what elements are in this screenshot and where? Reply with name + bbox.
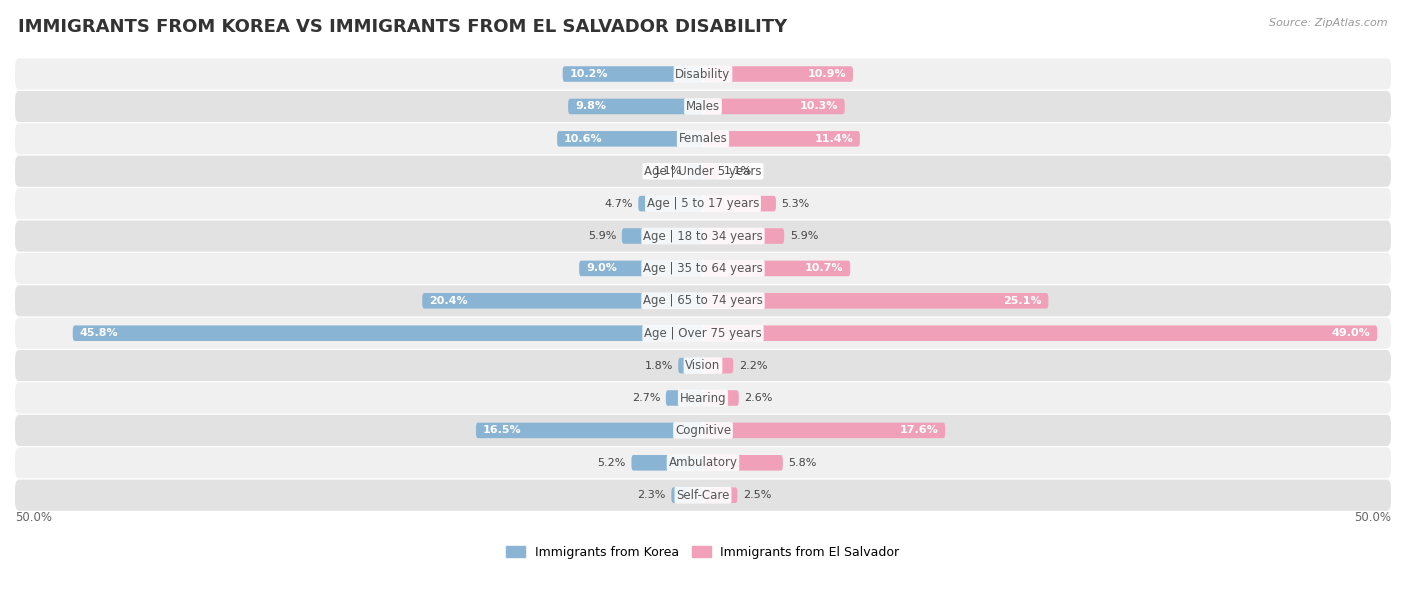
Text: Age | 5 to 17 years: Age | 5 to 17 years (647, 197, 759, 210)
Text: Age | 65 to 74 years: Age | 65 to 74 years (643, 294, 763, 307)
FancyBboxPatch shape (703, 293, 1049, 308)
Text: 2.7%: 2.7% (631, 393, 661, 403)
Text: Source: ZipAtlas.com: Source: ZipAtlas.com (1270, 18, 1388, 28)
Text: 1.1%: 1.1% (654, 166, 682, 176)
Text: Hearing: Hearing (679, 392, 727, 405)
Text: Self-Care: Self-Care (676, 489, 730, 502)
Text: Age | 18 to 34 years: Age | 18 to 34 years (643, 230, 763, 242)
FancyBboxPatch shape (703, 66, 853, 82)
FancyBboxPatch shape (15, 382, 1391, 414)
FancyBboxPatch shape (703, 99, 845, 114)
FancyBboxPatch shape (568, 99, 703, 114)
Text: 10.2%: 10.2% (569, 69, 607, 79)
Text: IMMIGRANTS FROM KOREA VS IMMIGRANTS FROM EL SALVADOR DISABILITY: IMMIGRANTS FROM KOREA VS IMMIGRANTS FROM… (18, 18, 787, 36)
Text: 5.3%: 5.3% (782, 199, 810, 209)
Text: Age | Under 5 years: Age | Under 5 years (644, 165, 762, 177)
Text: 11.4%: 11.4% (814, 134, 853, 144)
FancyBboxPatch shape (703, 163, 718, 179)
FancyBboxPatch shape (579, 261, 703, 276)
Legend: Immigrants from Korea, Immigrants from El Salvador: Immigrants from Korea, Immigrants from E… (502, 541, 904, 564)
FancyBboxPatch shape (557, 131, 703, 147)
FancyBboxPatch shape (73, 326, 703, 341)
Text: 2.2%: 2.2% (738, 360, 768, 371)
Text: 9.0%: 9.0% (586, 263, 617, 274)
FancyBboxPatch shape (477, 423, 703, 438)
FancyBboxPatch shape (703, 228, 785, 244)
FancyBboxPatch shape (15, 253, 1391, 284)
Text: Males: Males (686, 100, 720, 113)
Text: Females: Females (679, 132, 727, 145)
FancyBboxPatch shape (638, 196, 703, 211)
FancyBboxPatch shape (15, 285, 1391, 316)
Text: Cognitive: Cognitive (675, 424, 731, 437)
Text: 5.9%: 5.9% (790, 231, 818, 241)
FancyBboxPatch shape (703, 487, 737, 503)
Text: 50.0%: 50.0% (1354, 512, 1391, 524)
Text: Age | 35 to 64 years: Age | 35 to 64 years (643, 262, 763, 275)
Text: 25.1%: 25.1% (1002, 296, 1042, 306)
FancyBboxPatch shape (631, 455, 703, 471)
FancyBboxPatch shape (703, 423, 945, 438)
Text: 10.3%: 10.3% (800, 102, 838, 111)
Text: 2.6%: 2.6% (744, 393, 773, 403)
Text: 10.6%: 10.6% (564, 134, 603, 144)
Text: 9.8%: 9.8% (575, 102, 606, 111)
FancyBboxPatch shape (621, 228, 703, 244)
FancyBboxPatch shape (666, 390, 703, 406)
Text: 20.4%: 20.4% (429, 296, 468, 306)
Text: Age | Over 75 years: Age | Over 75 years (644, 327, 762, 340)
Text: 5.2%: 5.2% (598, 458, 626, 468)
FancyBboxPatch shape (15, 155, 1391, 187)
Text: Vision: Vision (685, 359, 721, 372)
FancyBboxPatch shape (703, 326, 1378, 341)
FancyBboxPatch shape (703, 131, 860, 147)
FancyBboxPatch shape (703, 261, 851, 276)
Text: 5.8%: 5.8% (789, 458, 817, 468)
FancyBboxPatch shape (15, 91, 1391, 122)
FancyBboxPatch shape (678, 358, 703, 373)
Text: Ambulatory: Ambulatory (668, 457, 738, 469)
FancyBboxPatch shape (688, 163, 703, 179)
Text: 17.6%: 17.6% (900, 425, 938, 435)
FancyBboxPatch shape (15, 123, 1391, 154)
Text: 2.5%: 2.5% (742, 490, 772, 500)
FancyBboxPatch shape (15, 415, 1391, 446)
Text: 10.9%: 10.9% (807, 69, 846, 79)
Text: 49.0%: 49.0% (1331, 328, 1371, 338)
Text: Disability: Disability (675, 67, 731, 81)
Text: 4.7%: 4.7% (605, 199, 633, 209)
FancyBboxPatch shape (703, 358, 734, 373)
FancyBboxPatch shape (15, 59, 1391, 89)
FancyBboxPatch shape (15, 447, 1391, 479)
FancyBboxPatch shape (703, 455, 783, 471)
Text: 2.3%: 2.3% (637, 490, 666, 500)
Text: 50.0%: 50.0% (15, 512, 52, 524)
FancyBboxPatch shape (562, 66, 703, 82)
Text: 10.7%: 10.7% (804, 263, 844, 274)
Text: 1.1%: 1.1% (724, 166, 752, 176)
Text: 1.8%: 1.8% (644, 360, 672, 371)
FancyBboxPatch shape (703, 390, 738, 406)
FancyBboxPatch shape (703, 196, 776, 211)
FancyBboxPatch shape (15, 220, 1391, 252)
FancyBboxPatch shape (422, 293, 703, 308)
FancyBboxPatch shape (15, 350, 1391, 381)
FancyBboxPatch shape (15, 188, 1391, 219)
FancyBboxPatch shape (15, 318, 1391, 349)
FancyBboxPatch shape (15, 480, 1391, 511)
Text: 45.8%: 45.8% (80, 328, 118, 338)
Text: 16.5%: 16.5% (482, 425, 522, 435)
FancyBboxPatch shape (671, 487, 703, 503)
Text: 5.9%: 5.9% (588, 231, 616, 241)
